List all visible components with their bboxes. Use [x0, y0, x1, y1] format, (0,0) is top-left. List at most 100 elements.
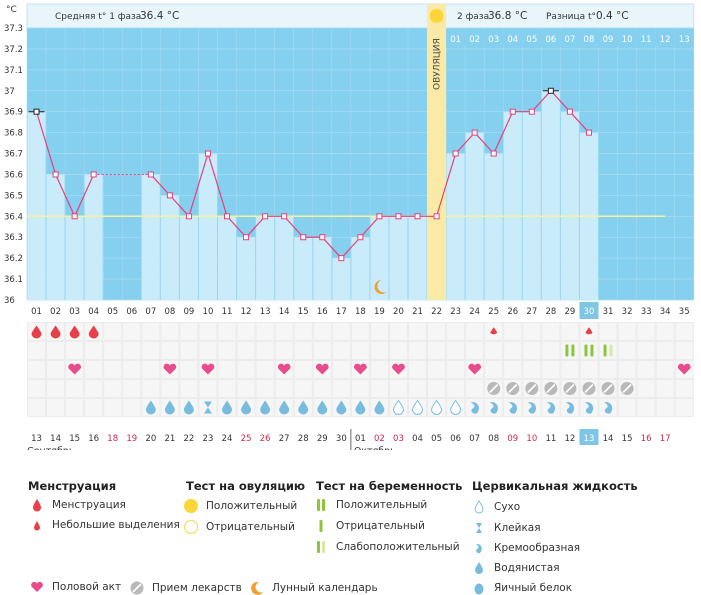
temperature-point	[357, 234, 364, 241]
sun-outline-icon	[182, 519, 200, 535]
symptom-cell	[617, 360, 637, 379]
date-label: 08	[488, 434, 499, 444]
date-label: 07	[469, 434, 480, 444]
temperature-point	[90, 171, 97, 178]
symptom-cell	[674, 322, 694, 341]
moon-icon	[248, 581, 266, 595]
date-label: 25	[241, 434, 252, 444]
symptom-cell	[541, 341, 561, 360]
creamy-drop-icon	[470, 402, 479, 414]
legend-label: Кремообразная	[494, 542, 581, 554]
legend-label: Отрицательный	[206, 521, 295, 533]
post-ovulation-day: 12	[660, 35, 671, 45]
creamy-drop-icon	[470, 541, 488, 555]
post-ovulation-day: 02	[469, 35, 480, 45]
legend-label: Яичный белок	[494, 582, 573, 594]
date-label: 19	[126, 434, 137, 444]
y-tick-label: 36.8	[4, 129, 23, 139]
post-day-cell	[636, 30, 656, 47]
post-day-cell	[617, 30, 637, 47]
symptom-cell	[369, 360, 389, 379]
symptom-cell	[446, 360, 466, 379]
post-ovulation-day: 04	[507, 35, 518, 45]
temp-bar	[484, 153, 503, 300]
date-label: 24	[222, 434, 233, 444]
symptom-cell	[350, 341, 370, 360]
symptom-cell	[388, 379, 409, 398]
cycle-day-label: 23	[450, 307, 461, 317]
symptom-cell	[369, 322, 389, 341]
cycle-day-label: 21	[412, 307, 423, 317]
creamy-drop-icon	[508, 402, 518, 414]
pill-line	[565, 383, 575, 394]
post-day-cell	[560, 30, 580, 47]
month-label-2: Октябрь	[354, 446, 396, 450]
blood-drop-icon	[50, 325, 61, 339]
y-tick-label: 36.3	[4, 233, 23, 243]
blood-drop-icon	[28, 498, 46, 512]
date-row: 13 14 15 16 18 19 20 21 22 23 24 25 26 27 28 29 30 01 02 03…	[27, 429, 671, 450]
symptom-cell	[655, 379, 675, 398]
legend-label: Слабоположительный	[336, 541, 460, 553]
post-ovulation-day: 09	[603, 35, 614, 45]
legend-menstruation: Менструация	[28, 498, 126, 512]
cycle-day-label: 18	[355, 307, 366, 317]
temp-bar	[408, 216, 427, 300]
date-label: 18	[107, 434, 118, 444]
legend-moon: Лунный календарь	[248, 581, 378, 595]
post-ovulation-day: 01	[450, 35, 461, 45]
symptom-cell	[560, 360, 580, 379]
legend-fluid-creamy: Кремообразная	[470, 541, 580, 555]
symptom-cell	[274, 379, 294, 398]
symptom-cell	[255, 360, 275, 379]
legend-title-pregnancy-test: Тест на беременность	[316, 479, 463, 493]
date-label: 29	[317, 434, 328, 444]
symptom-cell	[674, 398, 694, 417]
symptom-cell	[141, 322, 161, 341]
symptom-cell	[388, 322, 409, 341]
legend-fluid-sticky: Клейкая	[470, 521, 541, 535]
cycle-day-label: 13	[260, 307, 271, 317]
symptom-cell	[408, 322, 428, 341]
temperature-point	[319, 234, 326, 241]
symptom-cell	[655, 341, 675, 360]
symptom-cell	[617, 398, 637, 417]
symptom-cell	[141, 360, 161, 379]
temp-bar	[541, 90, 560, 301]
watery-drop-icon	[317, 400, 328, 415]
date-label: 12	[565, 434, 576, 444]
symptom-cell	[541, 322, 561, 341]
blood-drop-icon	[88, 325, 99, 339]
date-label: 22	[184, 434, 195, 444]
blood-drop-icon	[585, 327, 593, 335]
pill-line	[603, 383, 613, 394]
symptom-cell	[217, 341, 237, 360]
temperature-point	[490, 150, 497, 157]
legend-fluid-watery: Водянистая	[470, 561, 560, 575]
y-tick-label: 36.4	[4, 212, 23, 222]
temp-bar	[522, 111, 541, 300]
y-tick-label: 37.2	[4, 45, 23, 55]
symptom-cell	[236, 322, 256, 341]
heart-icon	[201, 363, 215, 375]
diff-value: 0.4 °C	[596, 10, 629, 22]
pill-line	[527, 383, 537, 394]
date-label: 03	[393, 434, 404, 444]
symptom-cell	[236, 341, 256, 360]
pill-line	[508, 383, 518, 394]
legend-title-cervical-fluid: Цервикальная жидкость	[472, 479, 638, 493]
symptom-cell	[636, 379, 656, 398]
symptom-cell	[179, 379, 199, 398]
symptom-cell	[179, 360, 199, 379]
legend-label: Положительный	[336, 499, 428, 511]
double-line-icon	[312, 498, 330, 512]
pill-line	[622, 383, 632, 394]
symptom-cell	[84, 341, 104, 360]
cycle-day-label: 34	[660, 307, 671, 317]
symptom-cell	[236, 360, 256, 379]
symptom-cell	[446, 379, 466, 398]
date-label: 15	[622, 434, 633, 444]
symptom-cell	[350, 322, 370, 341]
date-label: 02	[374, 434, 385, 444]
